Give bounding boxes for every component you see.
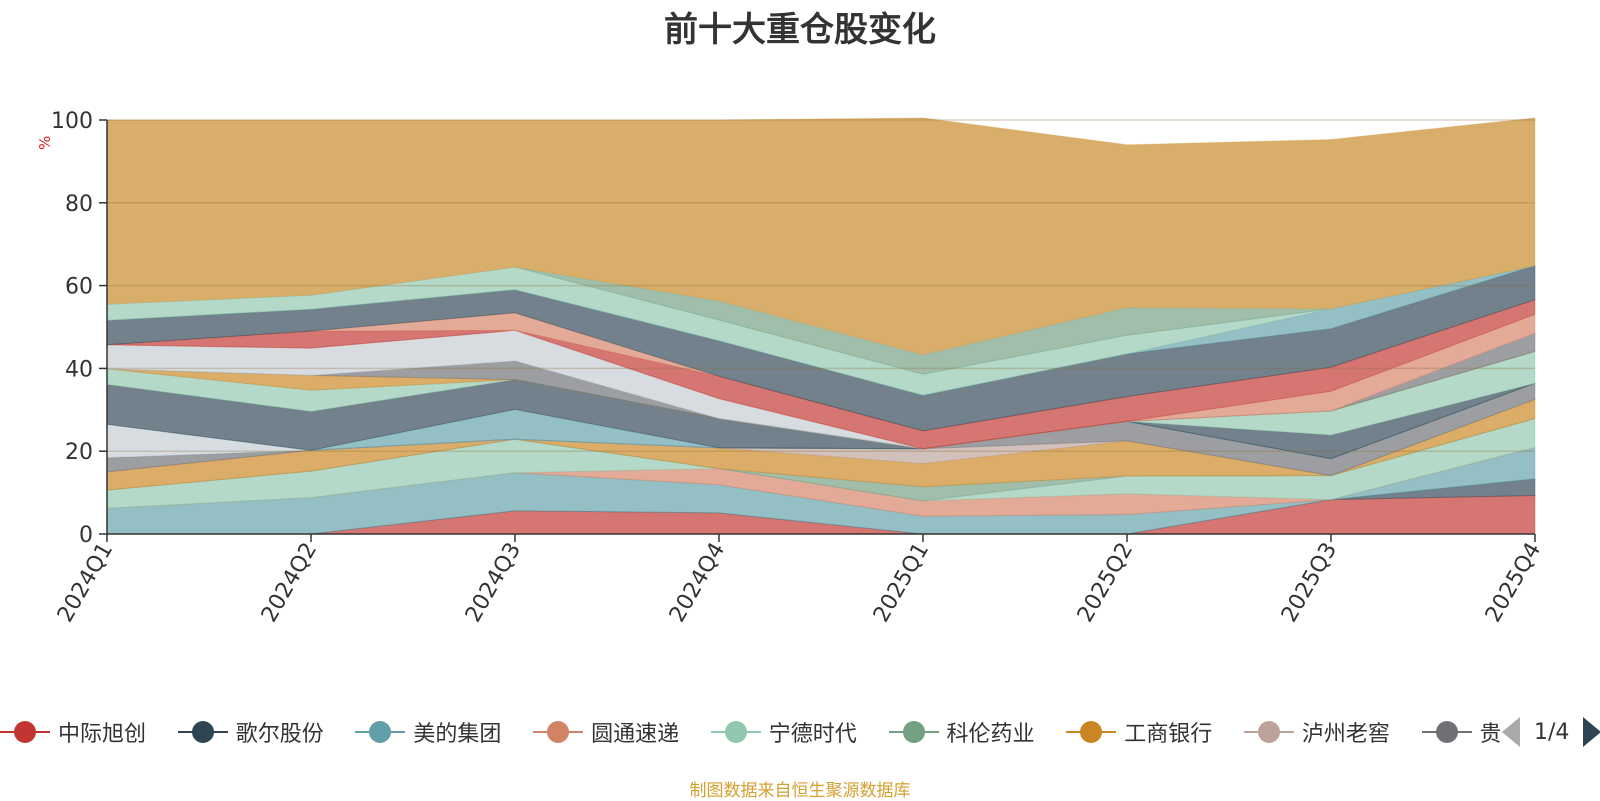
legend-symbol-icon — [531, 712, 585, 752]
area-series-25 — [106, 117, 1536, 356]
legend-symbol-icon — [1242, 712, 1296, 752]
legend-label: 中际旭创 — [58, 722, 147, 747]
y-tick-label-100: 100 — [51, 109, 93, 134]
legend-label: 宁德时代 — [768, 722, 857, 747]
x-tick-label-2024Q4: 2024Q4 — [665, 539, 730, 627]
legend-label: 歌尔股份 — [235, 722, 324, 747]
chart-title: 前十大重仓股变化 — [664, 10, 936, 50]
y-tick-label-20: 20 — [65, 440, 93, 465]
x-tick-label-2025Q4: 2025Q4 — [1481, 539, 1546, 627]
x-tick-label-2025Q2: 2025Q2 — [1073, 539, 1138, 627]
y-tick-label-60: 60 — [65, 275, 93, 300]
legend-item-4[interactable]: 圆通速递 — [531, 712, 679, 752]
legend-item-5[interactable]: 宁德时代 — [709, 712, 857, 752]
legend-label: 工商银行 — [1124, 722, 1213, 747]
legend-item-2[interactable]: 歌尔股份 — [176, 712, 324, 752]
legend-label: 科伦药业 — [946, 722, 1035, 747]
legend-symbol-icon — [887, 712, 941, 752]
y-tick-label-0: 0 — [79, 523, 93, 548]
legend-page-indicator: 1/4 — [1534, 719, 1570, 745]
legend-item-8[interactable]: 泸州老窖 — [1242, 712, 1390, 752]
legend-symbol-icon — [709, 712, 763, 752]
legend-next-page-icon[interactable] — [1583, 717, 1600, 747]
y-tick-label-40: 40 — [65, 357, 93, 382]
legend-label: 泸州老窖 — [1301, 722, 1390, 747]
data-source-note: 制图数据来自恒生聚源数据库 — [689, 781, 911, 801]
legend-item-7[interactable]: 工商银行 — [1064, 712, 1212, 752]
legend-symbol-icon — [353, 712, 407, 752]
legend-prev-page-icon[interactable] — [1502, 717, 1520, 747]
stacked-area-chart: 0 20 40 60 80 100 2024Q1 2024Q2 2024Q3 2024Q4 2025… — [51, 109, 1546, 627]
legend-symbol-icon — [176, 712, 230, 752]
legend-label: 美的集团 — [413, 722, 502, 747]
x-tick-label-2024Q1: 2024Q1 — [53, 539, 118, 627]
x-tick-label-2024Q3: 2024Q3 — [461, 539, 526, 627]
legend-symbol-icon — [0, 712, 52, 752]
legend: 中际旭创歌尔股份美的集团圆通速递宁德时代科伦药业工商银行泸州老窖贵州茅台 — [0, 712, 1600, 752]
legend-item-3[interactable]: 美的集团 — [353, 712, 501, 752]
legend-item-6[interactable]: 科伦药业 — [887, 712, 1035, 752]
x-tick-label-2025Q1: 2025Q1 — [869, 539, 934, 627]
legend-pager: 1/4 — [1500, 712, 1600, 752]
legend-symbol-icon — [1420, 712, 1474, 752]
legend-symbol-icon — [1064, 712, 1118, 752]
area-series-18 — [106, 313, 1536, 450]
legend-label: 圆通速递 — [591, 722, 680, 747]
x-tick-label-2024Q2: 2024Q2 — [257, 539, 322, 627]
y-tick-label-80: 80 — [65, 192, 93, 217]
x-tick-label-2025Q3: 2025Q3 — [1277, 539, 1342, 627]
area-series-16 — [106, 332, 1536, 450]
legend-item-1[interactable]: 中际旭创 — [0, 712, 146, 752]
